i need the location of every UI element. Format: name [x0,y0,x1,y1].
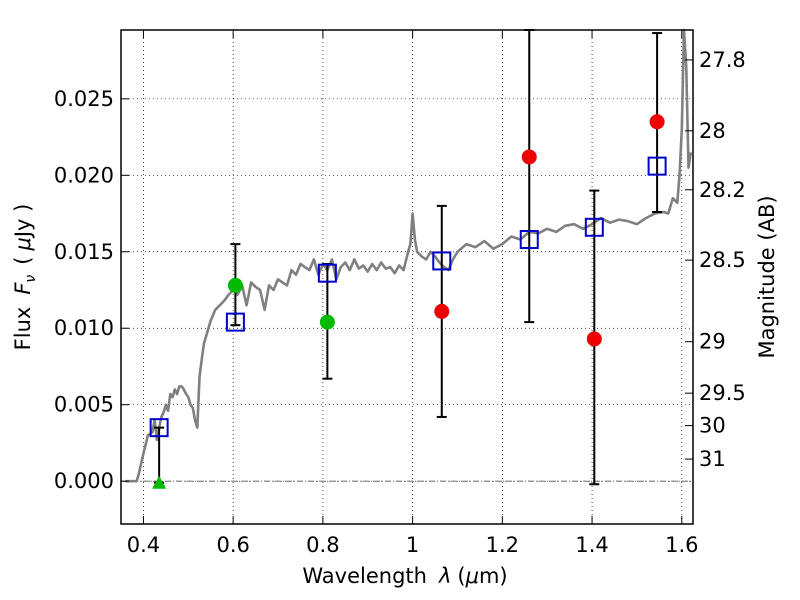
detections-marker [227,277,243,293]
x-tick-label: 0.6 [216,533,249,557]
model-photometry-marker [647,156,667,176]
detections-marker [319,314,335,330]
mag-tick-label: 29 [699,330,726,354]
non-detections-marker [521,149,537,165]
y-tick-label: 0.015 [54,240,114,264]
model-photometry-marker [519,230,539,250]
data-markers [149,114,667,489]
mag-tick-label: 28 [699,119,726,143]
x-tick-label: 1.2 [486,533,519,557]
non-detections-marker [434,303,450,319]
mag-tick-label: 30 [699,414,726,438]
model-photometry-marker [225,312,245,332]
x-tick-label: 1.4 [575,533,608,557]
upper-limit-marker [152,475,167,489]
x-tick-label: 0.4 [127,533,160,557]
mag-tick-label: 28.2 [699,178,746,202]
mag-tick-label: 31 [699,447,726,471]
axis-ticks [121,30,693,524]
x-axis-label: Wavelength λ (μm) [302,564,507,588]
plot-frame [120,29,694,525]
mag-tick-label: 29.5 [699,381,746,405]
non-detections-marker [586,331,602,347]
magnitude-axis-label: Magnitude (AB) [755,195,779,358]
model-spectrum [125,28,693,483]
x-tick-label: 1 [406,533,419,557]
non-detections-marker [649,114,665,130]
y-tick-label: 0.000 [54,469,114,493]
mag-tick-label: 27.8 [699,48,746,72]
y-axis-label: FluxFν(μJy ) [11,204,39,351]
x-tick-label: 0.8 [306,533,339,557]
model-photometry-marker [317,263,337,283]
x-tick-label: 1.6 [665,533,698,557]
sed-line [125,28,693,483]
mag-tick-label: 28.5 [699,248,746,272]
y-tick-label: 0.010 [54,316,114,340]
model-photometry-marker [149,418,169,438]
tick-labels: 0.4 0.6 0.8 1 1.2 1.4 1.6 0.000 0.005 0.010 0.015 0… [54,48,746,557]
y-tick-label: 0.020 [54,163,114,187]
y-tick-label: 0.005 [54,393,114,417]
y-tick-label: 0.025 [54,87,114,111]
model-photometry-marker [432,251,452,271]
model-photometry-marker [584,217,604,237]
